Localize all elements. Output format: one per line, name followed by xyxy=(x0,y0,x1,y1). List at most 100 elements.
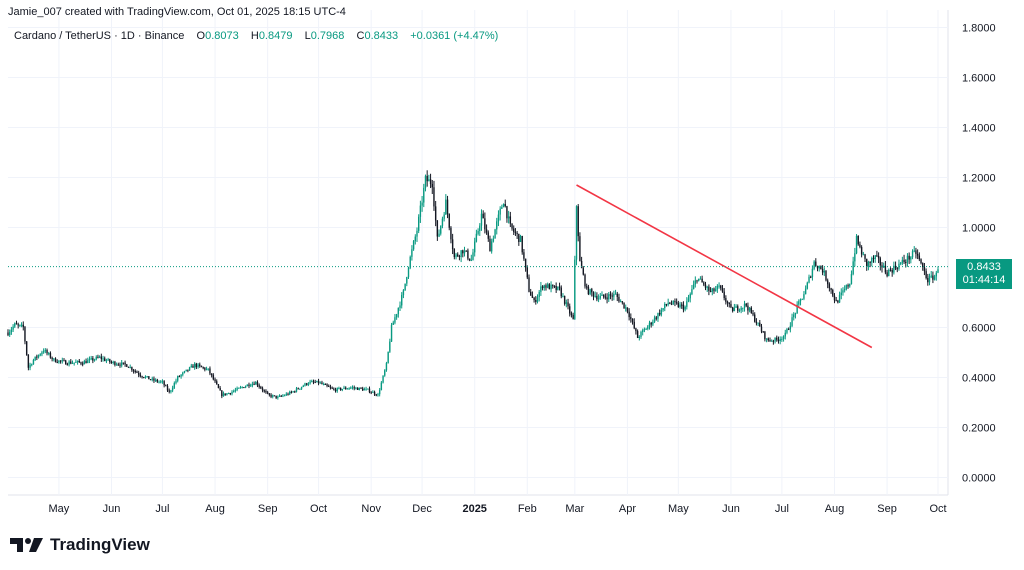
candle-body xyxy=(185,369,187,372)
y-tick-label: 1.6000 xyxy=(962,73,996,85)
candle-body xyxy=(465,250,467,252)
candle-body xyxy=(913,250,915,252)
created-by-header: Jamie_007 created with TradingView.com, … xyxy=(8,6,346,18)
candle-body xyxy=(197,364,199,368)
candle-body xyxy=(331,387,333,389)
candle-body xyxy=(270,394,272,397)
candle-body xyxy=(17,324,19,326)
candle-body xyxy=(718,285,720,287)
candle-body xyxy=(497,214,500,222)
candle-body xyxy=(287,393,289,395)
candle-body xyxy=(436,220,439,237)
candle-body xyxy=(584,274,586,287)
candle-body xyxy=(429,179,432,184)
candle-body xyxy=(507,216,510,219)
tradingview-brand-text: TradingView xyxy=(50,535,150,554)
candle-body xyxy=(448,214,450,228)
candle-body xyxy=(468,258,471,261)
candle-body xyxy=(645,328,647,330)
candle-body xyxy=(847,285,849,287)
candle-body xyxy=(738,310,741,312)
symbol-name[interactable]: Cardano / TetherUS · 1D · Binance xyxy=(14,30,185,42)
candle-body xyxy=(41,352,43,355)
candle-body xyxy=(538,291,540,298)
candle-body xyxy=(88,358,91,361)
candle-body xyxy=(810,276,812,278)
candle-body xyxy=(321,382,323,385)
candle-body xyxy=(406,277,408,284)
candle-body xyxy=(200,365,203,368)
candle-body xyxy=(930,275,932,277)
candle-body xyxy=(426,175,428,182)
candle-body xyxy=(740,307,742,311)
candle-body xyxy=(582,268,585,275)
candle-body xyxy=(307,383,310,385)
candle-body xyxy=(535,299,537,302)
candle-body xyxy=(392,322,394,325)
candle-body xyxy=(238,387,240,389)
candle-body xyxy=(796,304,798,314)
candle-body xyxy=(606,297,608,300)
candle-body xyxy=(8,332,11,336)
candle-body xyxy=(803,294,805,299)
candle-body xyxy=(613,293,615,297)
candle-body xyxy=(484,218,486,230)
candle-body xyxy=(638,336,641,338)
candle-body xyxy=(53,358,55,360)
change-value: +0.0361 (+4.47%) xyxy=(410,30,499,42)
y-tick-label: 1.2000 xyxy=(962,173,996,185)
candle-body xyxy=(679,304,681,307)
candle-body xyxy=(119,364,121,366)
candle-body xyxy=(631,318,634,322)
candle-body xyxy=(835,300,837,302)
high-label: H xyxy=(250,30,259,42)
candle-body xyxy=(927,278,929,283)
candle-body xyxy=(326,384,328,386)
candle-body xyxy=(373,391,376,395)
candle-body xyxy=(273,395,276,397)
candle-body xyxy=(343,387,345,389)
candle-body xyxy=(312,381,315,383)
candle-body xyxy=(563,295,566,304)
candle-body xyxy=(446,199,449,215)
candle-body xyxy=(190,365,192,368)
candle-body xyxy=(48,353,50,355)
candle-body xyxy=(249,385,252,387)
candle-body xyxy=(173,383,176,388)
candle-body xyxy=(845,285,848,290)
candle-body xyxy=(292,391,294,393)
candle-body xyxy=(567,302,569,307)
candle-body xyxy=(731,307,734,312)
candle-body xyxy=(112,361,114,363)
candle-body xyxy=(322,383,325,385)
candle-body xyxy=(114,361,116,365)
candle-body xyxy=(395,314,398,318)
candle-body xyxy=(124,362,126,365)
candle-body xyxy=(762,331,764,333)
x-tick-label: May xyxy=(668,503,689,515)
candle-body xyxy=(348,388,350,390)
candle-body xyxy=(390,324,393,342)
candle-body xyxy=(22,324,24,328)
candle-body xyxy=(304,383,306,386)
candle-body xyxy=(489,238,491,252)
candle-body xyxy=(251,383,254,386)
tradingview-logo[interactable]: TradingView xyxy=(10,535,150,555)
candle-body xyxy=(280,395,282,397)
candle-body xyxy=(799,299,802,302)
candle-body xyxy=(601,294,603,296)
x-tick-label: Jul xyxy=(155,503,169,515)
trendline[interactable] xyxy=(576,184,873,349)
candle-body xyxy=(407,267,410,278)
candle-body xyxy=(621,301,624,303)
candle-body xyxy=(90,358,92,360)
candle-body xyxy=(860,247,863,255)
candle-body xyxy=(411,249,413,257)
candle-body xyxy=(378,390,381,395)
candle-body xyxy=(815,261,817,266)
close-value: 0.8433 xyxy=(364,30,399,42)
candle-body xyxy=(473,241,476,253)
candle-body xyxy=(849,283,851,287)
candle-body xyxy=(193,363,196,368)
